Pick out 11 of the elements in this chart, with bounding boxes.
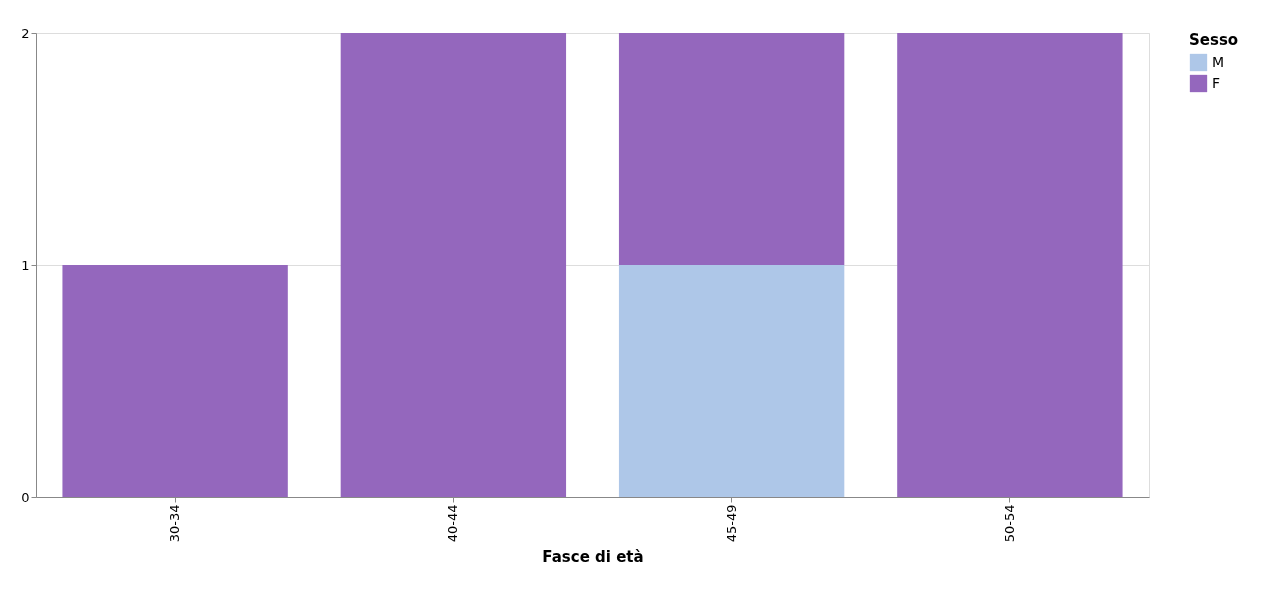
y-tick-label: 2 [21, 25, 30, 41]
x-axis-title: Fasce di età [542, 548, 644, 567]
legend-label: M [1212, 53, 1225, 70]
x-tick-label: 40-44 [445, 504, 461, 543]
y-tick-label: 1 [21, 257, 30, 273]
legend-label: F [1212, 74, 1221, 91]
y-tick-label: 0 [21, 489, 30, 505]
legend-title: Sesso [1189, 31, 1239, 49]
x-tick-label: 30-34 [167, 504, 183, 543]
x-tick-label: 45-49 [723, 504, 739, 543]
x-tick-label: 50-54 [1001, 504, 1017, 543]
